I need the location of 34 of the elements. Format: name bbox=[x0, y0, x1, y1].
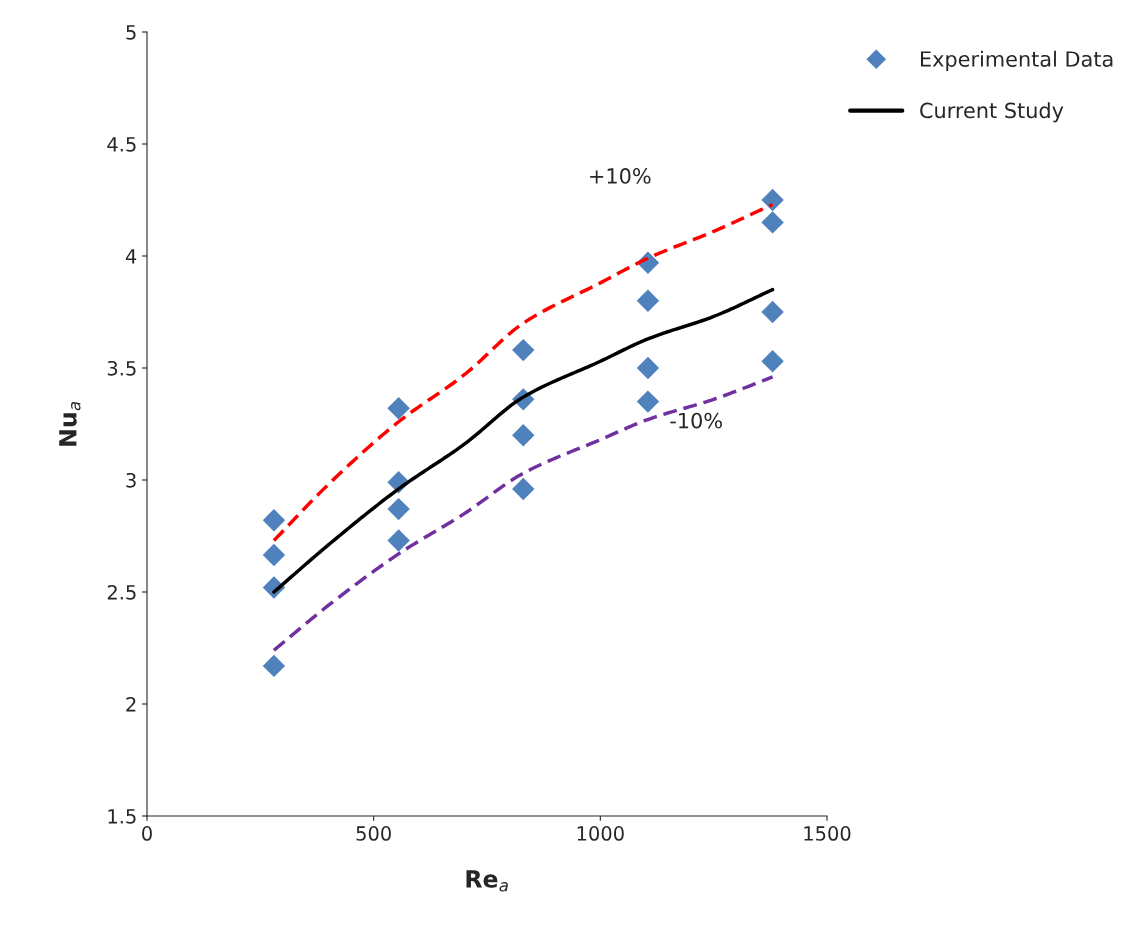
y-tick-label: 4.5 bbox=[107, 137, 136, 152]
point bbox=[512, 338, 535, 362]
y-tick-label: 1.5 bbox=[108, 809, 136, 824]
point bbox=[512, 424, 535, 447]
x-tick-label: 1000 bbox=[577, 826, 624, 841]
y-tick-label: 5 bbox=[126, 25, 136, 40]
point bbox=[387, 529, 410, 552]
y-tick-label: 2.5 bbox=[107, 584, 136, 600]
point bbox=[262, 654, 286, 678]
x-tick-label: 500 bbox=[356, 826, 391, 841]
point bbox=[761, 211, 784, 234]
x-axis-title: Re$_{a}$ bbox=[466, 870, 508, 892]
y-tick-label: 2 bbox=[126, 696, 136, 712]
y-tick-label: 4 bbox=[125, 249, 137, 264]
y-tick-label: 3.5 bbox=[107, 360, 136, 376]
point bbox=[262, 543, 286, 567]
x-tick-label: 0 bbox=[142, 826, 152, 841]
x-tick-label: 1500 bbox=[804, 826, 851, 841]
point bbox=[262, 509, 286, 532]
point bbox=[387, 497, 410, 521]
y-axis-title: Nu$_{a}$ bbox=[59, 402, 81, 446]
point bbox=[636, 289, 660, 312]
annotation: -10% bbox=[670, 412, 722, 429]
point bbox=[761, 300, 784, 324]
point bbox=[761, 350, 784, 373]
point bbox=[387, 397, 410, 420]
point bbox=[636, 390, 660, 413]
point bbox=[636, 356, 660, 380]
point bbox=[761, 188, 784, 212]
legend-label: Current Study bbox=[920, 102, 1064, 123]
y-tick-label: 3 bbox=[126, 472, 136, 488]
annotation: +10% bbox=[590, 168, 651, 184]
legend-label: Experimental Data bbox=[921, 50, 1113, 71]
point bbox=[512, 477, 535, 501]
